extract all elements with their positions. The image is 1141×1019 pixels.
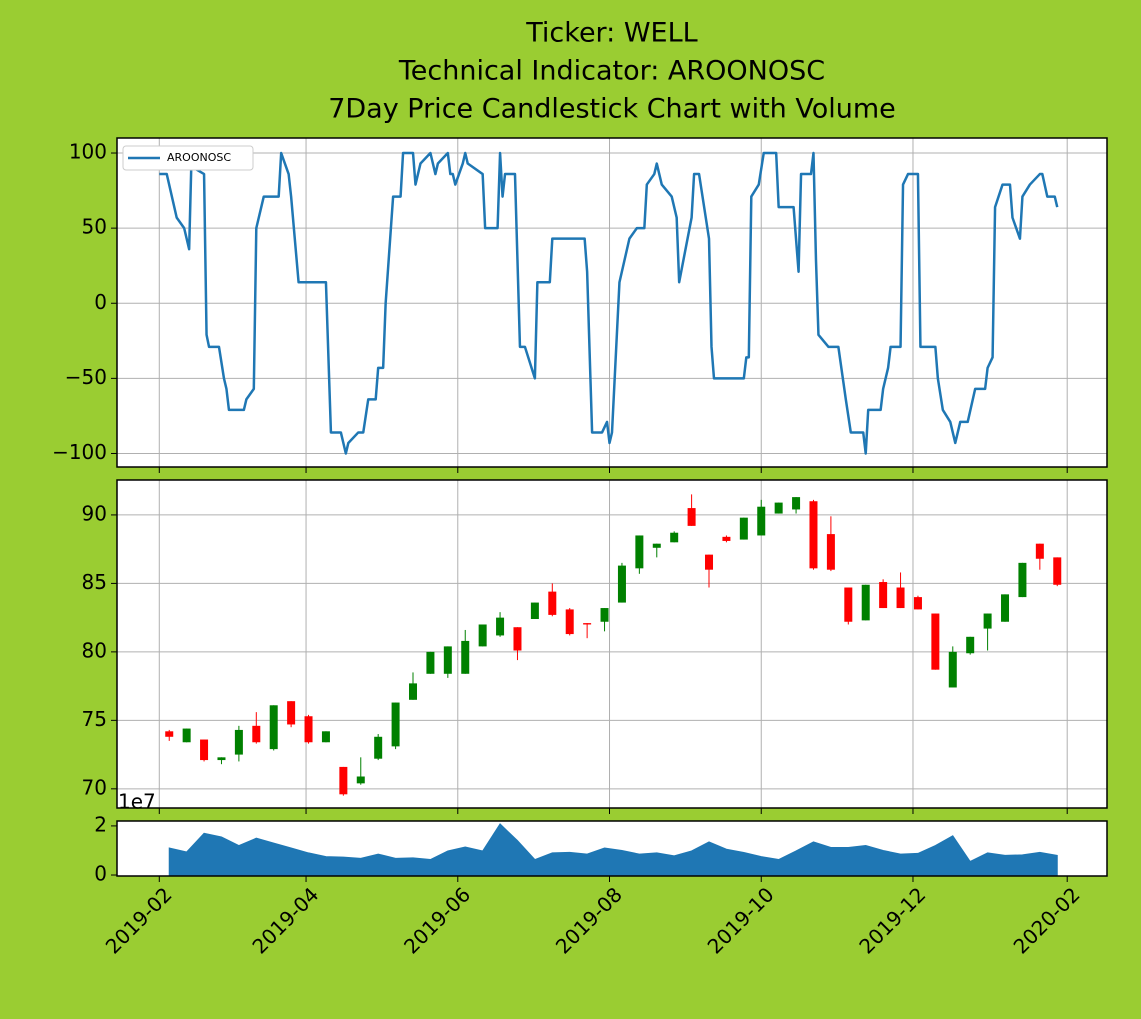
title-line: Technical Indicator: AROONOSC — [398, 56, 825, 87]
y-tick-label: 80 — [82, 638, 107, 662]
candle-body — [722, 536, 731, 541]
plot-frame — [116, 137, 1108, 468]
plot-frame — [116, 820, 1108, 877]
candle-body — [374, 736, 383, 759]
candle-body — [165, 731, 174, 737]
candle-body — [1001, 594, 1010, 622]
candle-body — [600, 608, 609, 622]
candle-body — [565, 609, 574, 635]
title-line: Ticker: WELL — [525, 18, 697, 49]
candle-body — [879, 582, 888, 609]
candle-body — [635, 535, 644, 569]
candle-body — [356, 776, 365, 784]
candle-body — [739, 517, 748, 540]
candle-body — [931, 613, 940, 670]
candle-body — [687, 508, 696, 526]
legend-box — [122, 145, 254, 171]
candle-body — [530, 602, 539, 620]
candle-body — [617, 565, 626, 603]
y-tick-label: 0 — [94, 290, 107, 314]
candle-body — [339, 766, 348, 795]
y-tick-label: 70 — [82, 775, 107, 799]
volume-area — [168, 823, 1058, 876]
candle-body — [774, 502, 783, 514]
candle-body — [548, 591, 557, 615]
candle-body — [705, 554, 714, 570]
candle-body — [513, 627, 522, 651]
plot-frame — [116, 479, 1108, 809]
candle-body — [1053, 557, 1062, 585]
y-tick-label: −50 — [65, 365, 107, 389]
title-line: 7Day Price Candlestick Chart with Volume — [328, 94, 896, 125]
candle-body — [757, 506, 766, 536]
candle-body — [217, 757, 226, 761]
candle-body — [287, 701, 296, 725]
y-tick-label: 2 — [94, 812, 107, 836]
candle-body — [409, 683, 418, 700]
candle-body — [896, 587, 905, 609]
candle-body — [826, 534, 835, 570]
candle-body — [844, 587, 853, 622]
y-tick-label: 75 — [82, 707, 107, 731]
candle-body — [792, 497, 801, 510]
legend-label: AROONOSC — [167, 151, 231, 164]
candle-body — [269, 705, 278, 750]
candle-body — [1035, 543, 1044, 559]
y-tick-label: 50 — [82, 215, 107, 239]
candle-body — [461, 640, 470, 674]
candle-body — [234, 729, 243, 755]
candle-body — [478, 624, 487, 647]
series-line — [159, 151, 1059, 455]
candle-body — [652, 543, 661, 548]
y-tick-label: 85 — [82, 570, 107, 594]
plot-area — [117, 480, 1107, 808]
y-tick-label: 90 — [82, 501, 107, 525]
candle-body — [809, 501, 818, 569]
candle-body — [1018, 562, 1027, 598]
candle-body — [670, 532, 679, 543]
candle-body — [496, 617, 505, 636]
candle-body — [966, 636, 975, 654]
candle-body — [583, 623, 592, 625]
candle-body — [321, 731, 330, 743]
candle-body — [443, 646, 452, 674]
candle-body — [182, 728, 191, 743]
offset-label: 1e7 — [118, 790, 156, 814]
y-tick-label: 100 — [69, 140, 107, 164]
candle-body — [304, 716, 313, 743]
candle-body — [252, 725, 261, 743]
candle-body — [200, 739, 209, 761]
candle-body — [861, 584, 870, 621]
candle-body — [983, 613, 992, 629]
candle-body — [948, 651, 957, 688]
y-tick-label: −100 — [52, 440, 107, 464]
legend: AROONOSC — [122, 145, 254, 171]
y-tick-label: 0 — [94, 862, 107, 886]
candle-body — [426, 651, 435, 674]
candle-body — [913, 597, 922, 610]
candle-body — [391, 702, 400, 747]
